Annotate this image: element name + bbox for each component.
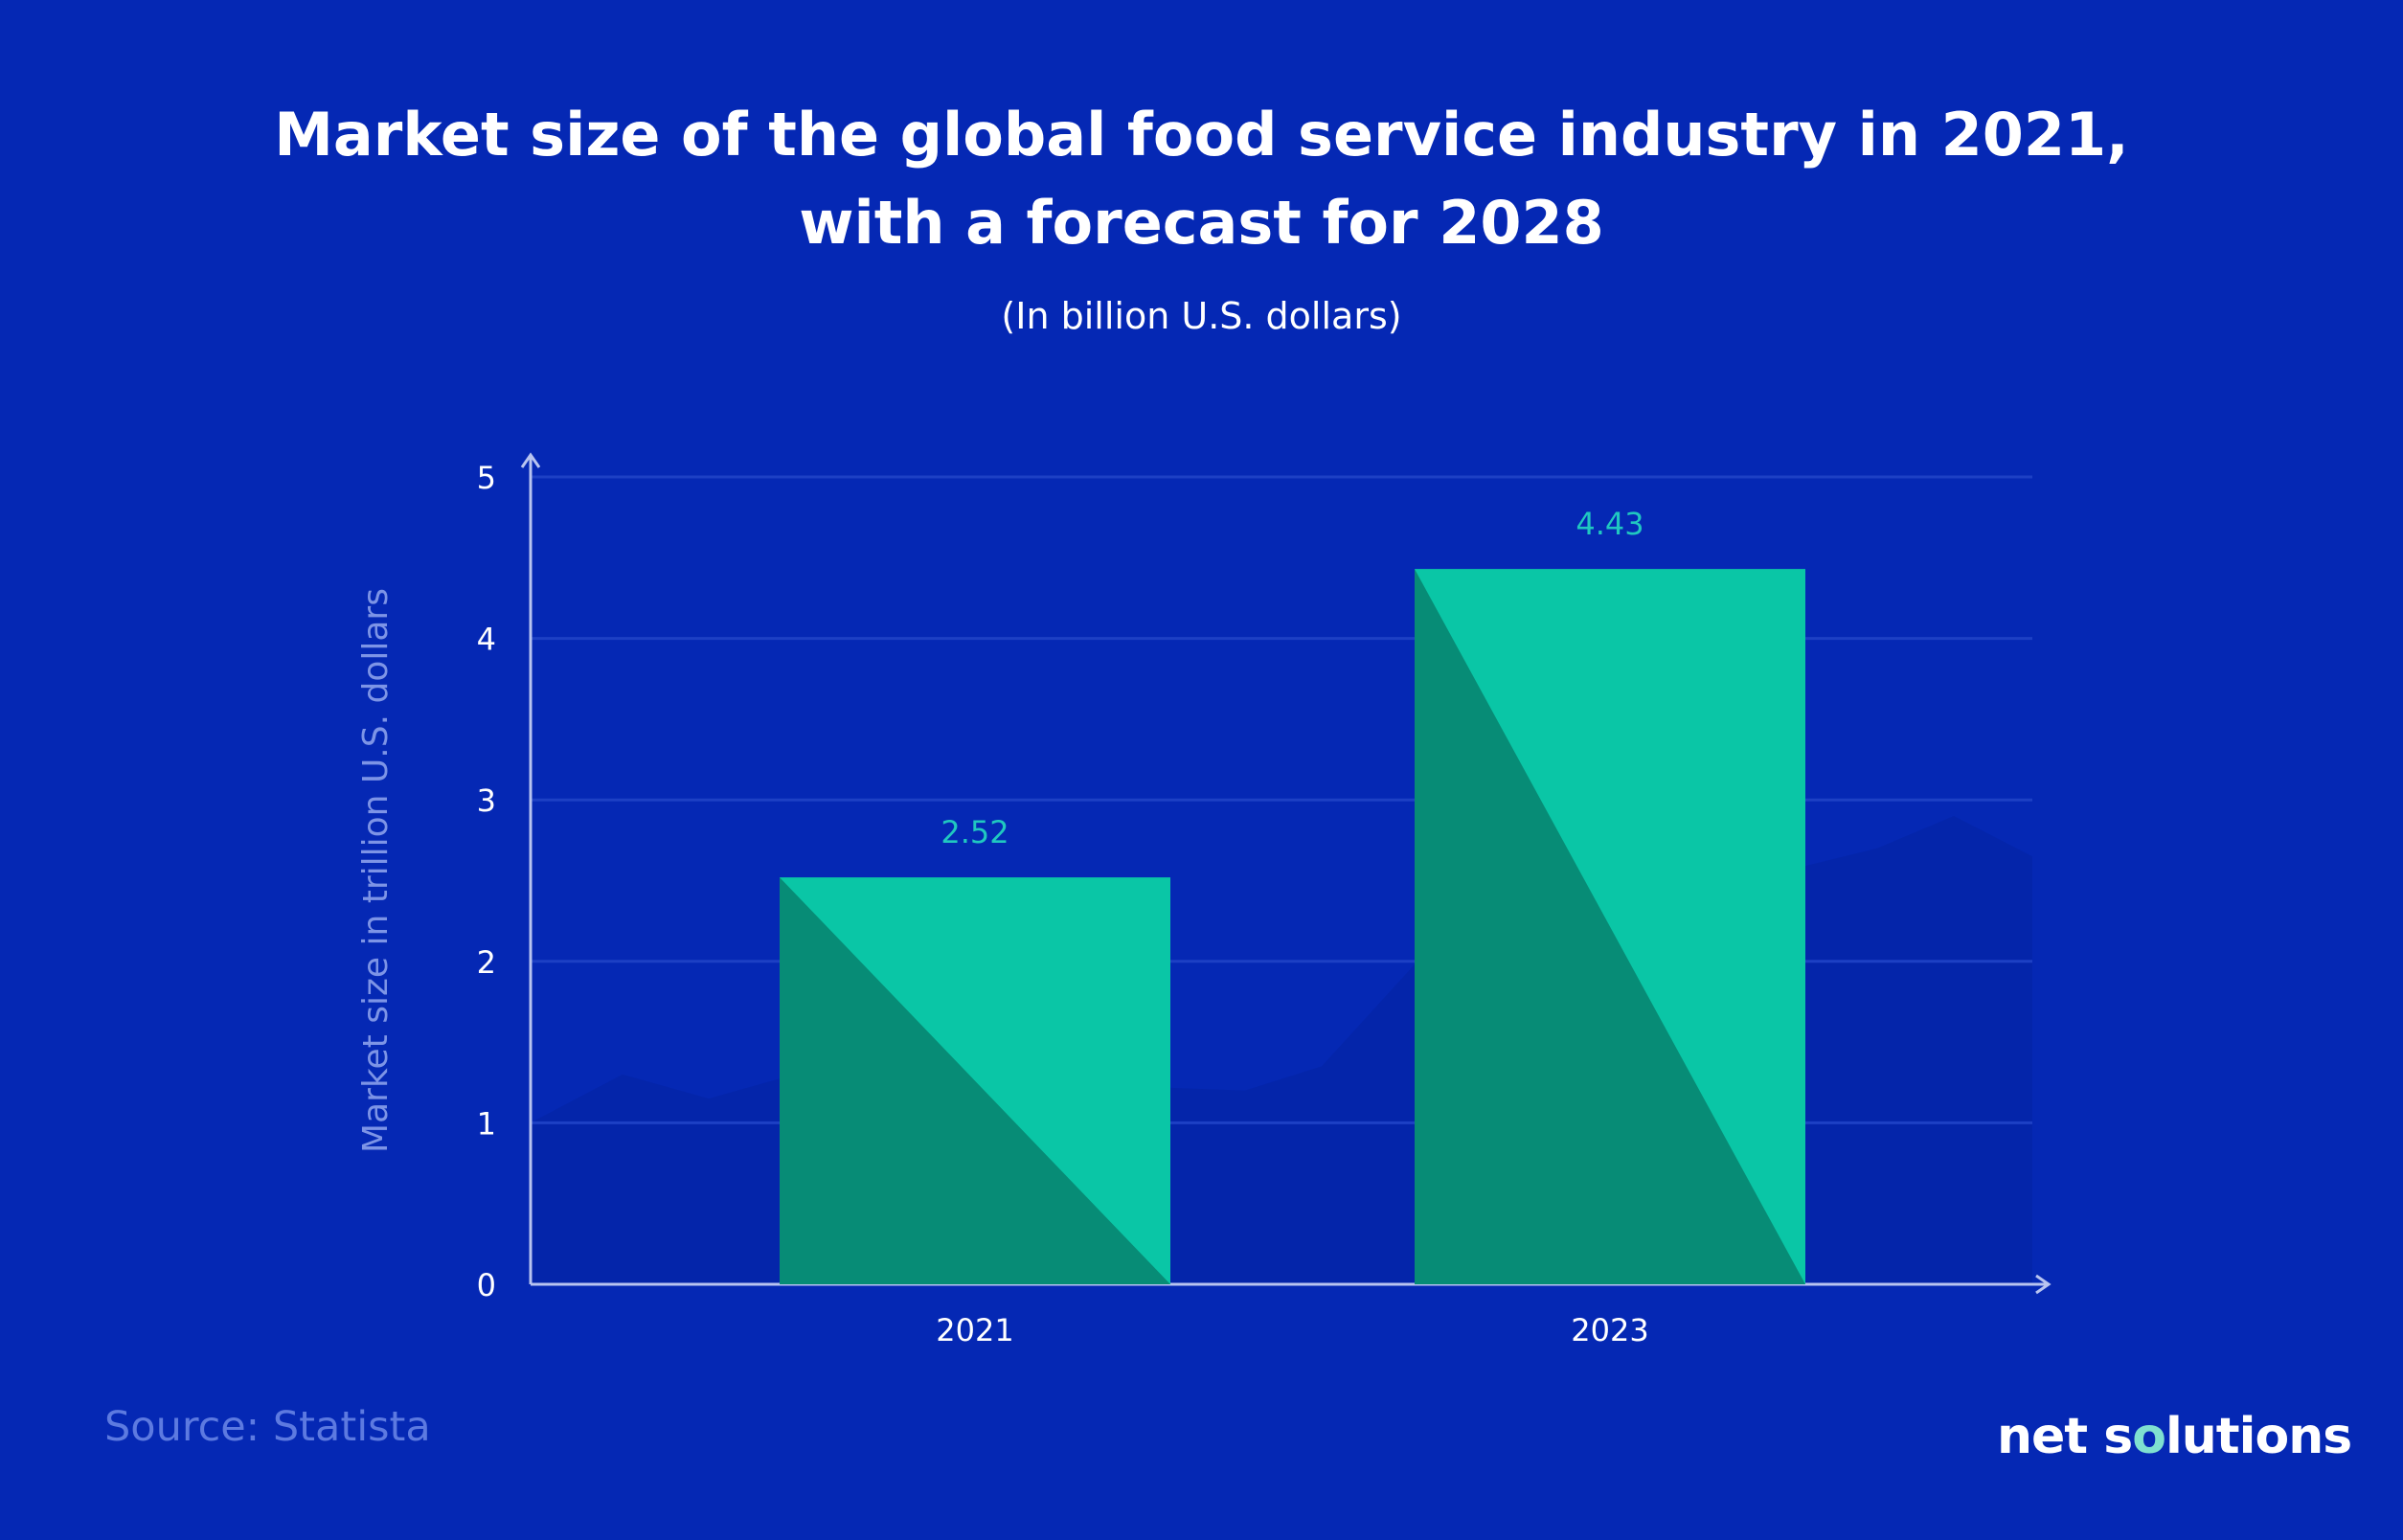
y-tick-label: 2 (477, 944, 496, 981)
y-tick-label: 5 (477, 460, 496, 496)
y-tick-label: 0 (477, 1267, 496, 1303)
title-line-2: with a forecast for 2028 (799, 188, 1604, 258)
x-tick-label: 2023 (1571, 1312, 1648, 1348)
y-tick-label: 4 (477, 622, 496, 658)
data-label: 4.43 (1576, 506, 1644, 542)
chart-subtitle: (In billion U.S. dollars) (1001, 295, 1402, 337)
source-text: Source: Statista (104, 1403, 431, 1451)
y-axis-arrow-icon (520, 452, 541, 468)
x-axis-arrow-icon (2035, 1274, 2052, 1295)
bar-shadow-2021 (780, 877, 1170, 1284)
y-axis-label: Market size in trillion U.S. dollars (356, 588, 396, 1153)
title-line-1: Market size of the global food service i… (274, 100, 2129, 170)
y-tick-label: 1 (477, 1105, 496, 1142)
net-solutions-logo: net solutions (1997, 1408, 2352, 1465)
data-label: 2.52 (941, 814, 1009, 850)
y-tick-label: 3 (477, 782, 496, 819)
chart-title: Market size of the global food service i… (0, 91, 2403, 267)
bar-shadow-2023 (1415, 569, 1805, 1284)
x-tick-label: 2021 (936, 1312, 1013, 1348)
background-shape (531, 816, 2032, 1284)
